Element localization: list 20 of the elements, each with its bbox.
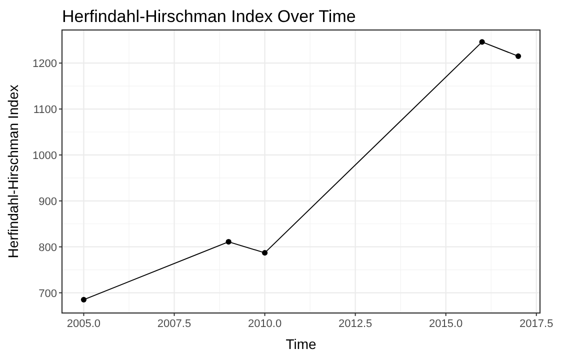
y-axis-title: Herfindahl-Hirschman Index [5, 84, 21, 258]
x-tick-label: 2017.5 [520, 318, 554, 330]
y-tick-label: 1200 [32, 58, 57, 70]
y-tick-label: 1100 [33, 104, 57, 116]
y-tick-label: 900 [38, 196, 57, 208]
point [479, 39, 485, 45]
y-tick-label: 700 [38, 288, 57, 300]
x-tick-label: 2015.0 [429, 318, 463, 330]
y-tick-label: 1000 [32, 150, 57, 162]
x-tick-label: 2010.0 [248, 318, 282, 330]
x-tick-label: 2012.5 [338, 318, 372, 330]
x-axis-title: Time [286, 336, 317, 352]
point [226, 238, 232, 245]
y-tick-label: 800 [38, 242, 57, 254]
x-tick-label: 2005.0 [66, 318, 101, 330]
point [262, 250, 268, 256]
x-tick-label: 2007.5 [157, 318, 192, 330]
point [515, 53, 522, 59]
point [80, 296, 87, 302]
chart-title: Herfindahl-Hirschman Index Over Time [62, 7, 356, 26]
